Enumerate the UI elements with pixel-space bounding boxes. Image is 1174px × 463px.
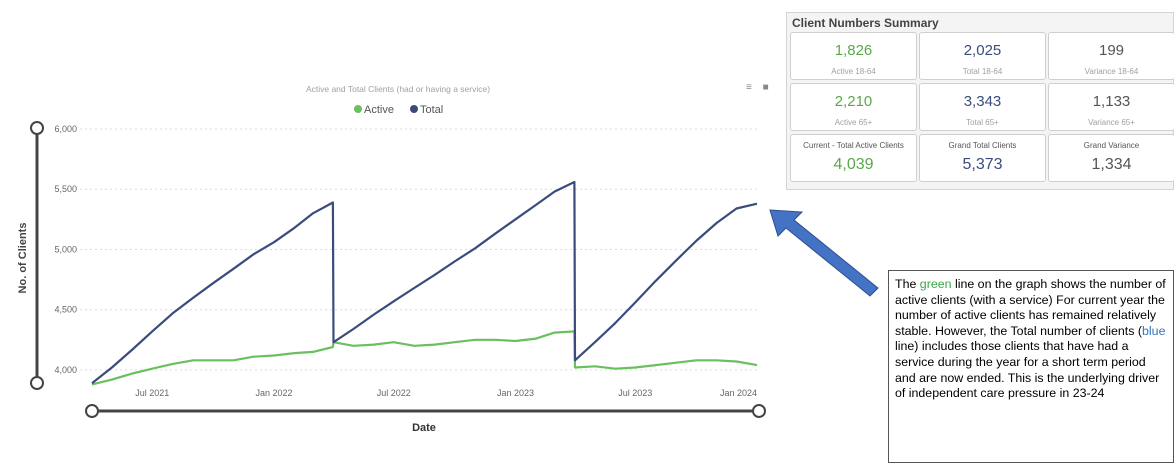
summary-card: 2,210 Active 65+ [790, 83, 917, 131]
summary-card: 1,334 Grand Variance [1048, 134, 1174, 182]
summary-card-value: 1,133 [1092, 93, 1131, 110]
series-line-total [91, 180, 758, 385]
summary-card: 1,826 Active 18-64 [790, 32, 917, 80]
note-text-2: line on the graph shows the number of ac… [895, 277, 1166, 338]
series-line-active [91, 330, 758, 386]
summary-card: 4,039 Current - Total Active Clients [790, 134, 917, 182]
summary-card: 3,343 Total 65+ [919, 83, 1046, 131]
x-axis-label: Date [412, 422, 436, 434]
summary-card-value: 3,343 [963, 93, 1002, 110]
summary-card-label: Current - Total Active Clients [803, 141, 904, 150]
explanation-note: The green line on the graph shows the nu… [888, 270, 1174, 463]
summary-card-value: 199 [1098, 42, 1125, 59]
summary-card-label: Total 18-64 [962, 67, 1003, 76]
x-tick-label: Jul 2023 [618, 388, 652, 398]
legend-marker-total [410, 105, 418, 113]
summary-card: 199 Variance 18-64 [1048, 32, 1174, 80]
legend-label-total: Total [420, 104, 443, 116]
chart-title: Active and Total Clients (had or having … [306, 84, 490, 94]
client-numbers-summary: Client Numbers Summary 1,826 Active 18-64… [786, 12, 1174, 190]
summary-card-label: Grand Variance [1083, 141, 1140, 150]
x-slider-handle-left[interactable] [85, 404, 99, 418]
summary-card-value: 5,373 [962, 156, 1003, 173]
y-tick-label: 5,500 [54, 184, 77, 194]
y-slider-handle-bottom[interactable] [30, 376, 44, 390]
summary-card-label: Active 65+ [834, 118, 873, 127]
summary-card-value: 4,039 [833, 156, 874, 173]
summary-card-label: Variance 18-64 [1084, 67, 1139, 76]
x-tick-label: Jan 2022 [255, 388, 292, 398]
x-slider-handle-right[interactable] [752, 404, 766, 418]
summary-card-label: Active 18-64 [831, 67, 876, 76]
summary-card: 2,025 Total 18-64 [919, 32, 1046, 80]
summary-card: 5,373 Grand Total Clients [919, 134, 1046, 182]
summary-card-value: 2,025 [963, 42, 1002, 59]
legend-label-active: Active [364, 104, 394, 116]
y-axis-label: No. of Clients [17, 223, 29, 294]
legend-marker-active [354, 105, 362, 113]
x-tick-label: Jan 2023 [497, 388, 534, 398]
y-tick-label: 4,500 [54, 305, 77, 315]
summary-card: 1,133 Variance 65+ [1048, 83, 1174, 131]
more-icon[interactable]: ■ [762, 82, 769, 93]
summary-card-label: Grand Total Clients [948, 141, 1017, 150]
summary-card-value: 1,826 [834, 42, 873, 59]
x-tick-label: Jan 2024 [720, 388, 757, 398]
summary-card-label: Variance 65+ [1088, 118, 1135, 127]
y-slider-handle-top[interactable] [30, 121, 44, 135]
x-tick-label: Jul 2022 [377, 388, 411, 398]
note-green-word: green [919, 277, 952, 291]
y-tick-label: 6,000 [54, 124, 77, 134]
x-tick-label: Jul 2021 [135, 388, 169, 398]
note-text-1: The [895, 277, 920, 291]
summary-title: Client Numbers Summary [792, 16, 939, 30]
summary-card-value: 2,210 [834, 93, 873, 110]
note-blue-word: blue [1142, 323, 1166, 338]
summary-card-label: Total 65+ [966, 118, 999, 127]
y-tick-label: 5,000 [54, 244, 77, 254]
chart-area: 4,000 4,500 5,000 5,500 6,000 Jul 2021 Jan 20… [17, 82, 769, 434]
summary-card-value: 1,334 [1091, 156, 1132, 173]
note-text-3: line) includes those clients that have h… [895, 339, 1160, 401]
pointer-arrow [769, 209, 879, 297]
line-chart: 4,000 4,500 5,000 5,500 6,000 Jul 2021 Jan 20… [17, 84, 766, 434]
filter-icon[interactable]: ≡ [746, 82, 752, 93]
y-tick-label: 4,000 [54, 365, 77, 375]
